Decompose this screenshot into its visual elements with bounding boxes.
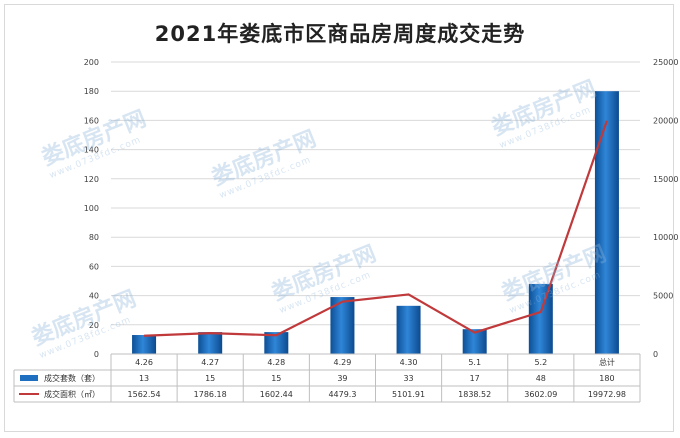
legend-bar-swatch bbox=[20, 375, 38, 381]
left-tick-label: 180 bbox=[84, 87, 99, 96]
category-label: 4.30 bbox=[400, 358, 418, 367]
bar-data-label: 33 bbox=[403, 374, 413, 383]
right-tick-label: 15000 bbox=[653, 175, 678, 184]
left-tick-label: 40 bbox=[89, 292, 99, 301]
line-series bbox=[144, 120, 608, 337]
right-tick-label: 5000 bbox=[653, 292, 673, 301]
chart-frame bbox=[4, 4, 674, 432]
right-tick-label: 20000 bbox=[653, 116, 678, 125]
bar bbox=[132, 335, 157, 354]
left-tick-label: 20 bbox=[89, 321, 99, 330]
line-data-label: 4479.3 bbox=[328, 390, 356, 399]
line-data-label: 19972.98 bbox=[588, 390, 626, 399]
right-axis-ticks: 0 5000 10000 15000 20000 25000 bbox=[653, 58, 678, 359]
bar-series bbox=[132, 91, 619, 354]
bar bbox=[528, 283, 553, 354]
left-tick-label: 160 bbox=[84, 116, 99, 125]
category-label: 4.26 bbox=[135, 358, 153, 367]
left-axis-ticks: 0 20 40 60 80 100 120 140 160 180 200 bbox=[84, 58, 99, 359]
line-data-label: 1602.44 bbox=[260, 390, 293, 399]
bar-data-label: 15 bbox=[205, 374, 215, 383]
bar-data-label: 39 bbox=[337, 374, 347, 383]
right-tick-label: 25000 bbox=[653, 58, 678, 67]
line-data-label: 1838.52 bbox=[458, 390, 491, 399]
category-label: 4.28 bbox=[267, 358, 285, 367]
line-path bbox=[144, 120, 608, 337]
bar-data-label: 17 bbox=[470, 374, 480, 383]
right-tick-label: 10000 bbox=[653, 233, 678, 242]
legend-line-label: 成交面积（㎡） bbox=[44, 389, 100, 399]
left-tick-label: 140 bbox=[84, 146, 99, 155]
bar-data-label: 48 bbox=[536, 374, 546, 383]
bar bbox=[594, 91, 619, 354]
category-label: 5.1 bbox=[468, 358, 481, 367]
grid-lines bbox=[111, 61, 640, 355]
left-tick-label: 100 bbox=[84, 204, 99, 213]
category-label: 5.2 bbox=[534, 358, 547, 367]
left-tick-label: 0 bbox=[94, 350, 99, 359]
line-data-label: 3602.09 bbox=[524, 390, 557, 399]
category-label: 4.29 bbox=[334, 358, 352, 367]
left-tick-label: 80 bbox=[89, 233, 99, 242]
line-data-label: 1562.54 bbox=[128, 390, 161, 399]
category-label: 总计 bbox=[599, 357, 615, 367]
category-label: 4.27 bbox=[201, 358, 219, 367]
left-tick-label: 60 bbox=[89, 262, 99, 271]
line-data-label: 1786.18 bbox=[194, 390, 227, 399]
left-tick-label: 200 bbox=[84, 58, 99, 67]
bar-data-label: 15 bbox=[271, 374, 281, 383]
line-data-label: 5101.91 bbox=[392, 390, 425, 399]
left-tick-label: 120 bbox=[84, 175, 99, 184]
chart-title: 2021年娄底市区商品房周度成交走势 bbox=[154, 22, 526, 46]
bar-data-label: 13 bbox=[139, 374, 149, 383]
bar bbox=[198, 332, 223, 354]
bar-data-label: 180 bbox=[599, 374, 614, 383]
right-tick-label: 0 bbox=[653, 350, 658, 359]
legend-bar-label: 成交套数（套） bbox=[44, 373, 100, 383]
bar bbox=[396, 305, 421, 354]
bar bbox=[264, 332, 289, 354]
